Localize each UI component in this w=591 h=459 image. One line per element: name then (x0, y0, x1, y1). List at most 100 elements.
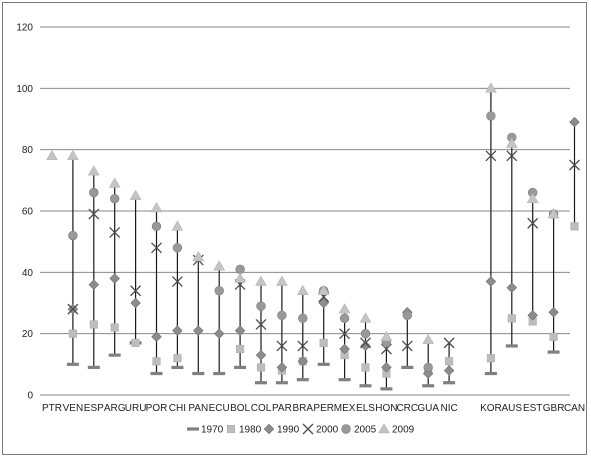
chart-frame (2, 2, 587, 455)
y-tick-label: 120 (16, 23, 33, 34)
x-tick-label: PER (313, 403, 334, 414)
x-tick-label: BRA (293, 403, 314, 414)
point-1970 (505, 344, 518, 348)
point-2009 (255, 275, 267, 286)
point-1990 (339, 343, 350, 355)
point-1970 (317, 362, 330, 366)
point-2009 (275, 275, 288, 286)
point-1990 (213, 328, 225, 339)
point-1990 (255, 349, 267, 361)
y-axis-ticks: 0 20 40 60 80 100 120 (16, 23, 33, 402)
x-tick-label: COL (251, 403, 272, 414)
y-tick-label: 60 (22, 207, 34, 218)
point-1980 (68, 329, 77, 338)
point-2009 (213, 260, 226, 271)
point-2009 (46, 149, 58, 161)
point-2005 (235, 264, 245, 274)
legend-label: 1980 (239, 425, 262, 436)
point-2009 (150, 201, 163, 213)
point-1980 (319, 338, 328, 347)
point-1980 (173, 354, 182, 363)
data-marks (46, 82, 580, 391)
point-1970 (150, 371, 163, 376)
x-tick-label: CRC (396, 403, 418, 414)
x-tick-label: ESP (84, 403, 104, 414)
legend-label: 2009 (392, 425, 415, 436)
legend-label: 1970 (201, 425, 224, 436)
gridlines (40, 26, 570, 396)
point-1980 (361, 363, 370, 372)
point-1990 (548, 306, 559, 318)
point-1980 (89, 320, 98, 329)
point-2005 (277, 310, 287, 320)
point-2005 (89, 187, 99, 198)
point-1970 (255, 381, 267, 385)
point-1990 (485, 276, 497, 287)
x-tick-label: BOL (230, 403, 250, 414)
point-1990 (381, 362, 392, 373)
point-1980 (110, 323, 119, 332)
legend-marker-1990 (263, 423, 275, 435)
point-2000 (276, 340, 288, 352)
point-2000 (360, 337, 371, 349)
point-2000 (255, 319, 267, 330)
point-2009 (129, 189, 142, 200)
point-2000 (527, 217, 539, 229)
legend-label: 2005 (354, 425, 377, 436)
legend: 1970 1980 1990 2000 2005 2009 (187, 423, 415, 436)
point-1970 (87, 365, 100, 369)
x-tick-label: HON (375, 403, 397, 414)
point-2000 (506, 150, 518, 162)
point-1970 (213, 371, 226, 376)
x-tick-label: GUA (417, 403, 439, 414)
point-1990 (443, 365, 455, 376)
point-2005 (486, 111, 496, 121)
point-2000 (569, 159, 580, 171)
x-tick-label: MEX (334, 403, 356, 414)
legend-marker-2000 (302, 423, 314, 435)
y-tick-label: 20 (22, 329, 34, 340)
x-axis-ticks: PTR VEN ESP ARG URU POR CHI PAN ECU BOL COL PAR BRA P… (42, 403, 585, 414)
point-2009 (359, 312, 372, 323)
point-2005 (214, 286, 224, 296)
point-2009 (234, 272, 247, 283)
point-1970 (380, 387, 393, 391)
point-2000 (130, 285, 142, 297)
point-1990 (130, 297, 141, 309)
point-2000 (297, 340, 309, 352)
x-tick-label: URU (125, 403, 147, 414)
point-1970 (192, 371, 205, 376)
point-1990 (88, 279, 100, 290)
point-1970 (66, 362, 79, 366)
point-2005 (402, 310, 412, 320)
point-2000 (171, 276, 183, 287)
point-1970 (547, 350, 560, 354)
point-1990 (360, 340, 371, 352)
legend-label: 1990 (277, 425, 300, 436)
point-1970 (108, 353, 121, 357)
y-tick-label: 80 (22, 145, 34, 156)
point-2009 (505, 137, 518, 148)
x-tick-label: PTR (42, 403, 62, 414)
point-1990 (172, 325, 183, 336)
point-1990 (151, 331, 162, 342)
point-1990 (318, 297, 329, 309)
point-2009 (338, 303, 351, 314)
point-2005 (339, 313, 350, 324)
point-2009 (484, 82, 497, 93)
point-2005 (256, 301, 266, 311)
point-2000 (401, 340, 413, 352)
point-2005 (360, 328, 371, 339)
point-1990 (527, 310, 538, 321)
y-tick-label: 100 (16, 84, 33, 95)
x-tick-label: PAR (272, 403, 292, 414)
point-1970 (422, 384, 435, 388)
y-tick-label: 40 (22, 268, 34, 279)
point-1980 (152, 357, 161, 366)
point-1990 (234, 325, 246, 336)
point-1990 (506, 282, 518, 293)
legend-marker-1980 (226, 424, 236, 434)
point-2000 (151, 242, 162, 254)
point-2009 (87, 165, 100, 176)
